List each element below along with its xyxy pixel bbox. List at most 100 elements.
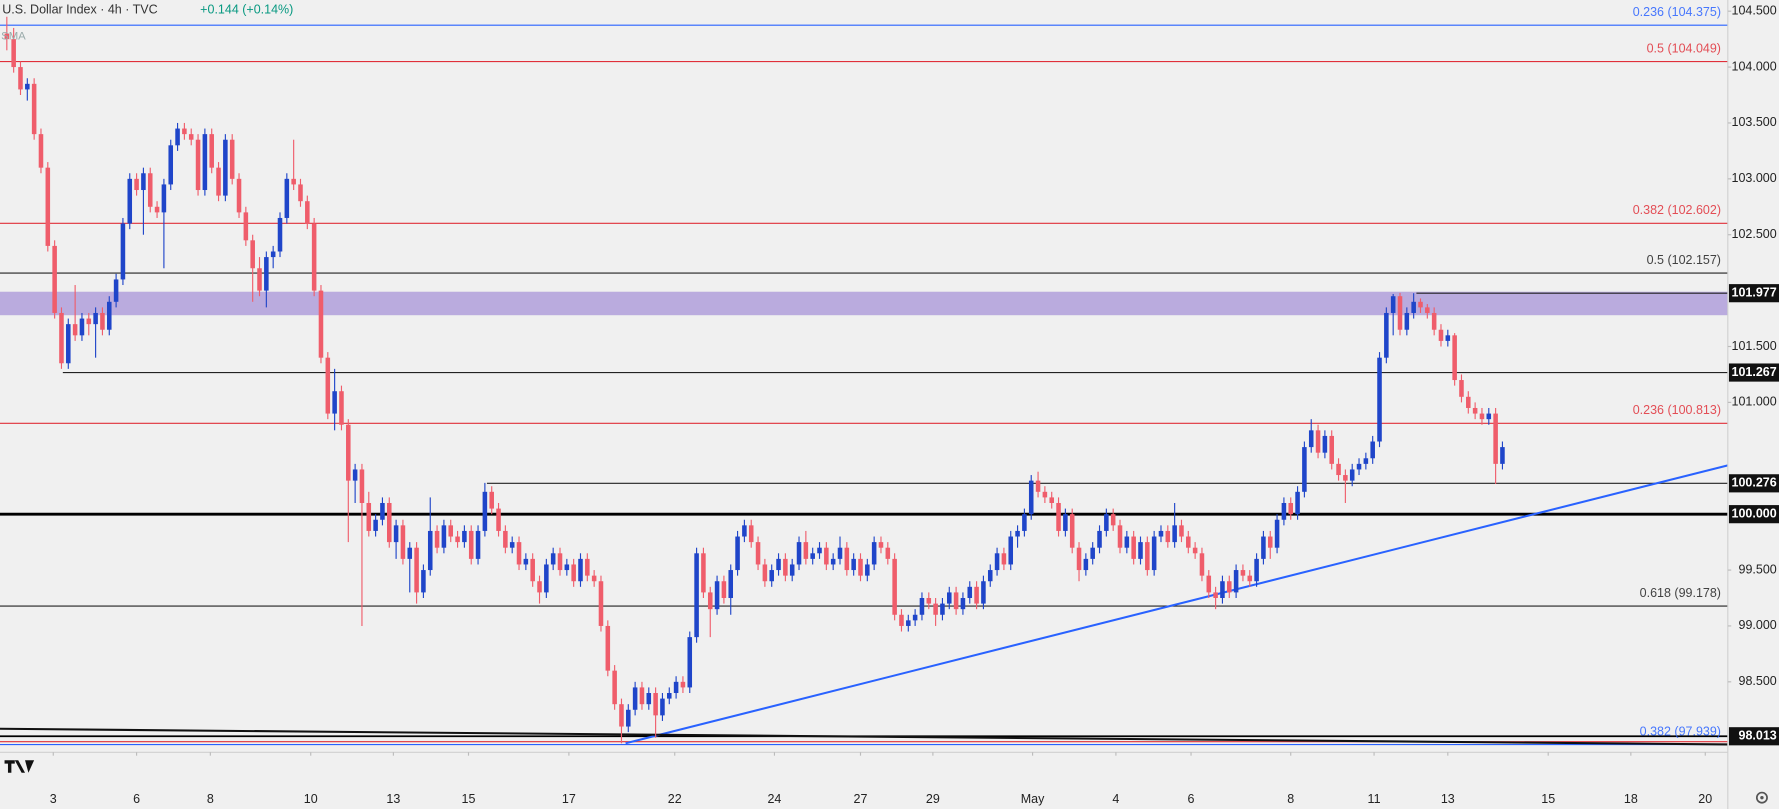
candle-body: [1220, 581, 1225, 599]
candle-body: [728, 570, 734, 599]
candle-body: [127, 178, 133, 224]
candle-body: [1459, 380, 1464, 397]
level-label: 0.382 (97.939): [1640, 724, 1721, 738]
candle-body: [318, 290, 324, 358]
candle-body: [974, 586, 979, 604]
candle-body: [666, 693, 672, 699]
candle-body: [926, 598, 932, 604]
candle-body: [912, 614, 918, 621]
candle-body: [1192, 547, 1198, 554]
candle-body: [748, 525, 754, 543]
candle-body: [223, 139, 228, 196]
candle-body: [796, 542, 802, 565]
x-tick-label: 13: [386, 792, 400, 806]
y-tick-label: 99.000: [1738, 618, 1776, 632]
trendline: [625, 464, 1729, 745]
candle-body: [229, 139, 235, 179]
x-tick-label: 15: [1541, 792, 1555, 806]
candle-body: [653, 693, 658, 716]
candle-body: [1486, 413, 1492, 420]
candle-body: [1186, 536, 1191, 548]
candle-body: [386, 502, 392, 543]
candle-body: [564, 564, 570, 571]
x-tick-label: 4: [1112, 792, 1119, 806]
y-tick-label: 98.500: [1738, 674, 1776, 688]
candle-body: [1418, 301, 1423, 308]
y-tick-label: 103.500: [1732, 115, 1777, 129]
x-tick-label: 13: [1441, 792, 1455, 806]
candle-body: [366, 502, 372, 531]
candle-body: [585, 558, 590, 576]
price-badge: [1728, 474, 1779, 493]
candle-body: [1254, 558, 1259, 582]
candle-body: [1295, 491, 1300, 515]
candle-body: [475, 530, 481, 559]
candle-body: [1151, 536, 1157, 571]
x-tick-label: 8: [207, 792, 214, 806]
candle-body: [1213, 592, 1218, 599]
price-badge: [1728, 363, 1779, 382]
candle-body: [605, 625, 611, 671]
candle-body: [1493, 413, 1498, 464]
candle-body: [86, 318, 92, 325]
x-tick-label: 22: [668, 792, 682, 806]
candle-body: [1302, 447, 1307, 492]
candle-body: [188, 134, 194, 140]
candle-body: [298, 184, 303, 202]
candle-body: [147, 173, 153, 207]
candle-body: [141, 173, 146, 191]
candle-body: [612, 670, 617, 705]
candle-body: [1206, 575, 1212, 593]
candle-body: [4, 33, 10, 40]
candle-body: [1172, 525, 1177, 543]
candle-body: [578, 558, 583, 582]
candle-body: [1370, 441, 1375, 459]
candle-body: [1056, 502, 1061, 531]
candle-body: [346, 424, 351, 481]
candle-body: [154, 206, 160, 213]
candle-body: [1500, 447, 1505, 464]
level-label: 0.236 (100.813): [1633, 403, 1721, 417]
candle-body: [1199, 553, 1205, 576]
candle-body: [1233, 570, 1239, 593]
candle-body: [1083, 558, 1089, 571]
candle-body: [305, 201, 310, 224]
candle-body: [960, 598, 966, 610]
candle-body: [523, 558, 529, 565]
candle-body: [694, 553, 699, 638]
candle-body: [209, 134, 214, 168]
candle-body: [1390, 296, 1396, 313]
candle-body: [100, 312, 105, 330]
candle-body: [1063, 514, 1068, 531]
candle-body: [373, 519, 378, 531]
candle-body: [892, 558, 897, 615]
candle-body: [1343, 475, 1348, 481]
candle-body: [632, 687, 638, 710]
candle-body: [817, 547, 822, 554]
candle-body: [619, 704, 624, 727]
indicator-label: SMA: [1, 30, 26, 42]
candle-body: [448, 525, 454, 537]
candle-body: [400, 525, 406, 559]
candle-body: [134, 178, 139, 191]
candle-body: [1240, 570, 1246, 576]
candle-body: [45, 167, 51, 246]
candle-body: [1226, 581, 1232, 593]
candle-body: [1247, 575, 1253, 582]
candle-body: [18, 67, 23, 90]
candle-body: [1261, 536, 1266, 559]
candle-body: [946, 592, 952, 604]
candle-body: [182, 128, 187, 135]
candle-body: [1425, 307, 1430, 313]
x-tick-label: 10: [304, 792, 318, 806]
candle-body: [844, 547, 850, 571]
candle-body: [865, 564, 870, 576]
candle-body: [1131, 536, 1136, 559]
candle-body: [503, 530, 508, 548]
plot-area: 0.236 (104.375) 0.5 (104.049) 0.382 (102.6…: [0, 5, 1729, 746]
candle-body: [899, 614, 904, 626]
settings-icon[interactable]: [1755, 791, 1768, 804]
candle-body: [1049, 497, 1054, 503]
